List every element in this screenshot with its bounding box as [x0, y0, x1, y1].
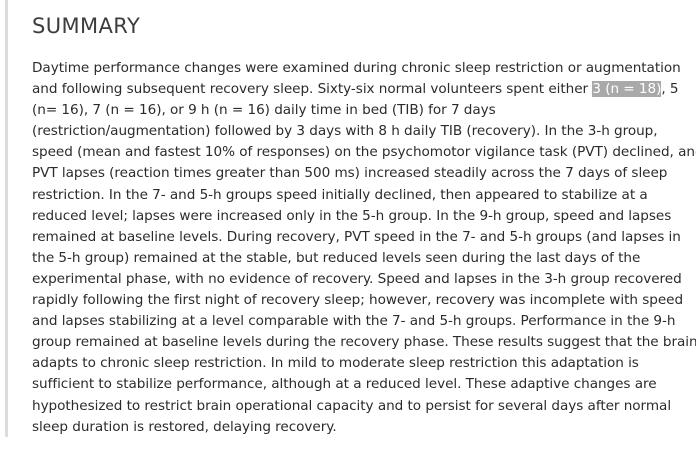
abstract-line: (n= 16), 7 (n = 16), or 9 h (n = 16) dai… — [32, 102, 496, 119]
abstract-line: speed (mean and fastest 10% of responses… — [32, 144, 696, 161]
abstract-line: PVT lapses (reaction times greater than … — [32, 165, 668, 182]
abstract-line: hypothesized to restrict brain operation… — [32, 397, 672, 414]
abstract-line: sleep duration is restored, delaying rec… — [32, 418, 337, 435]
summary-heading: SUMMARY — [32, 14, 141, 38]
abstract-line: remained at baseline levels. During reco… — [32, 228, 681, 245]
summary-abstract: Daytime performance changes were examine… — [32, 58, 696, 438]
abstract-line: the 5-h group) remained at the stable, b… — [32, 249, 641, 266]
abstract-line: Daytime performance changes were examine… — [32, 60, 681, 76]
abstract-line-text: , 5 — [661, 81, 679, 98]
summary-panel: SUMMARY Daytime performance changes were… — [5, 0, 696, 437]
abstract-line: group remained at baseline levels during… — [32, 334, 696, 351]
abstract-line: and following subsequent recovery sleep.… — [32, 79, 696, 100]
abstract-line-text: and following subsequent recovery sleep.… — [32, 81, 593, 98]
selected-text-highlight[interactable]: 3 (n = 18) — [592, 81, 662, 98]
abstract-line: reduced level; lapses were increased onl… — [32, 207, 672, 224]
abstract-line: (restriction/augmentation) followed by 3… — [32, 123, 658, 140]
abstract-line: adapts to chronic sleep restriction. In … — [32, 355, 639, 372]
abstract-line: sufficient to stabilize performance, alt… — [32, 376, 657, 393]
abstract-line: and lapses stabilizing at a level compar… — [32, 313, 676, 330]
abstract-line: rapidly following the first night of rec… — [32, 292, 684, 309]
abstract-line: restriction. In the 7- and 5-h groups sp… — [32, 186, 648, 203]
abstract-line: experimental phase, with no evidence of … — [32, 270, 682, 287]
